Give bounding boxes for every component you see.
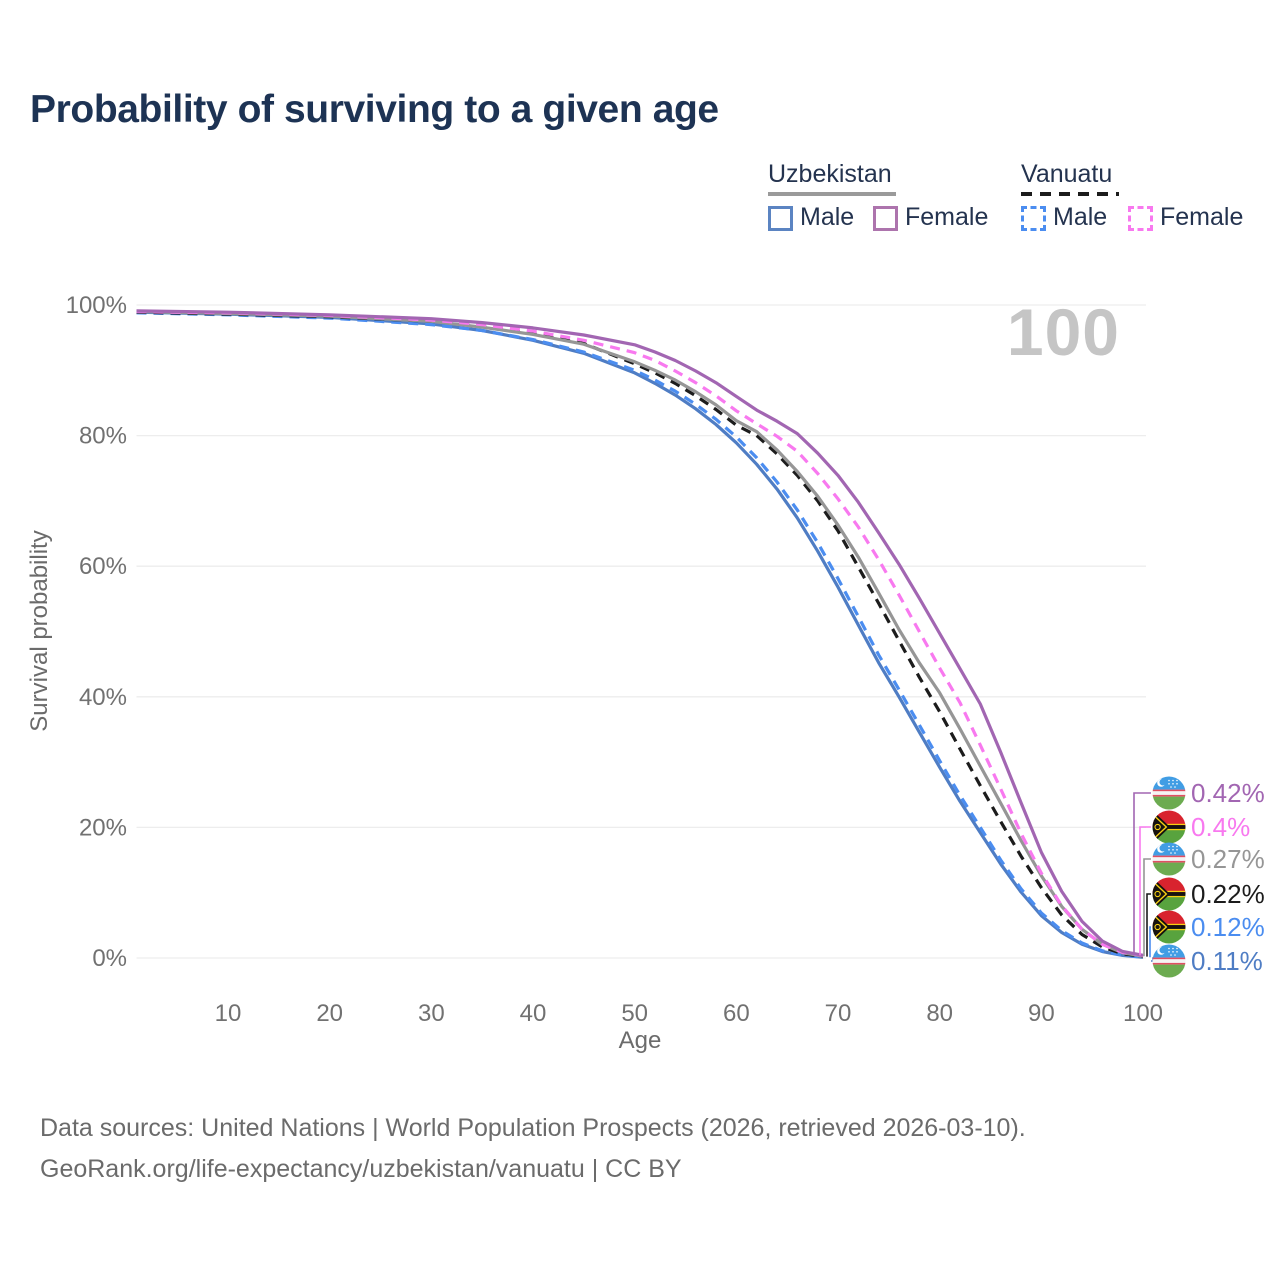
end-label-vanuatu-male: 0.12% [1152,910,1265,944]
x-tick-label: 30 [418,1000,445,1027]
end-label-uzbekistan-female: 0.42% [1152,776,1265,810]
legend-swatch-uzbekistan-male[interactable] [768,206,793,231]
x-tick-label: 40 [520,1000,547,1027]
end-label-value: 0.12% [1191,912,1265,942]
curve-vanuatu-male[interactable] [136,311,1144,959]
footer-sources: Data sources: United Nations | World Pop… [40,1114,1026,1142]
legend-group-vanuatu: Vanuatu [1021,160,1113,188]
y-axis-title: Survival probability [26,530,53,731]
connector-vanuatu-all [1146,893,1151,957]
legend-swatch-vanuatu-female[interactable] [1128,206,1153,231]
end-label-value: 0.22% [1191,879,1265,909]
end-label-value: 0.42% [1191,778,1265,808]
end-label-uzbekistan-male: 0.11% [1152,944,1263,978]
page-title: Probability of surviving to a given age [30,88,719,131]
legend-item-vanuatu-female[interactable]: Female [1160,203,1244,231]
curve-uzbekistan-male[interactable] [136,310,1144,959]
legend-rule-uzbekistan [768,192,896,196]
end-label-uzbekistan-all: 0.27% [1152,842,1265,876]
end-label-value: 0.4% [1191,812,1251,842]
legend-item-uzbekistan-female[interactable]: Female [905,203,989,231]
curve-vanuatu-female[interactable] [136,309,1144,957]
end-label-value: 0.11% [1191,946,1263,976]
x-tick-label: 20 [316,1000,343,1027]
gridlines [136,304,1146,959]
uzbekistan-flag-icon [1152,944,1186,978]
y-tick-label: 100% [66,292,127,319]
end-label-value: 0.27% [1191,844,1265,874]
curve-uzbekistan-all[interactable] [136,309,1144,958]
connector-uzbekistan-female [1133,792,1151,956]
curve-vanuatu-all[interactable] [136,310,1144,959]
footer: Data sources: United Nations | World Pop… [40,1108,1026,1190]
uzbekistan-flag-icon [1152,842,1186,876]
y-tick-label: 0% [92,945,127,972]
vanuatu-flag-icon [1152,877,1186,911]
legend-item-vanuatu-male[interactable]: Male [1053,203,1108,231]
y-tick-label: 80% [79,423,127,450]
connector-uzbekistan-all [1143,858,1151,957]
y-tick-label: 60% [79,553,127,580]
x-tick-label: 70 [825,1000,852,1027]
x-tick-label: 60 [723,1000,750,1027]
vanuatu-flag-icon [1152,910,1186,944]
end-label-vanuatu-female: 0.4% [1152,810,1250,844]
legend-swatch-uzbekistan-female[interactable] [873,206,898,231]
x-axis-title: Age [619,1027,662,1054]
legend-group-uzbekistan: Uzbekistan [768,160,892,188]
x-tick-label: 50 [621,1000,648,1027]
connector-vanuatu-female [1139,826,1151,956]
legend-swatch-vanuatu-male[interactable] [1021,206,1046,231]
x-tick-label: 100 [1123,1000,1163,1027]
x-tick-label: 90 [1028,1000,1055,1027]
uzbekistan-flag-icon [1152,776,1186,810]
legend-item-uzbekistan-male[interactable]: Male [800,203,855,231]
footer-link: GeoRank.org/life-expectancy/uzbekistan/v… [40,1155,682,1183]
y-tick-label: 40% [79,684,127,711]
vanuatu-flag-icon [1152,810,1186,844]
x-tick-label: 80 [926,1000,953,1027]
curve-uzbekistan-female[interactable] [136,309,1144,957]
connector-vanuatu-male [1149,926,1151,958]
x-tick-label: 10 [215,1000,242,1027]
label-connector-lines [1133,792,1154,962]
y-tick-label: 20% [79,814,127,841]
legend-rule-vanuatu [1021,192,1119,196]
age-counter-watermark: 100 [1006,295,1120,369]
end-label-vanuatu-all: 0.22% [1152,877,1265,911]
